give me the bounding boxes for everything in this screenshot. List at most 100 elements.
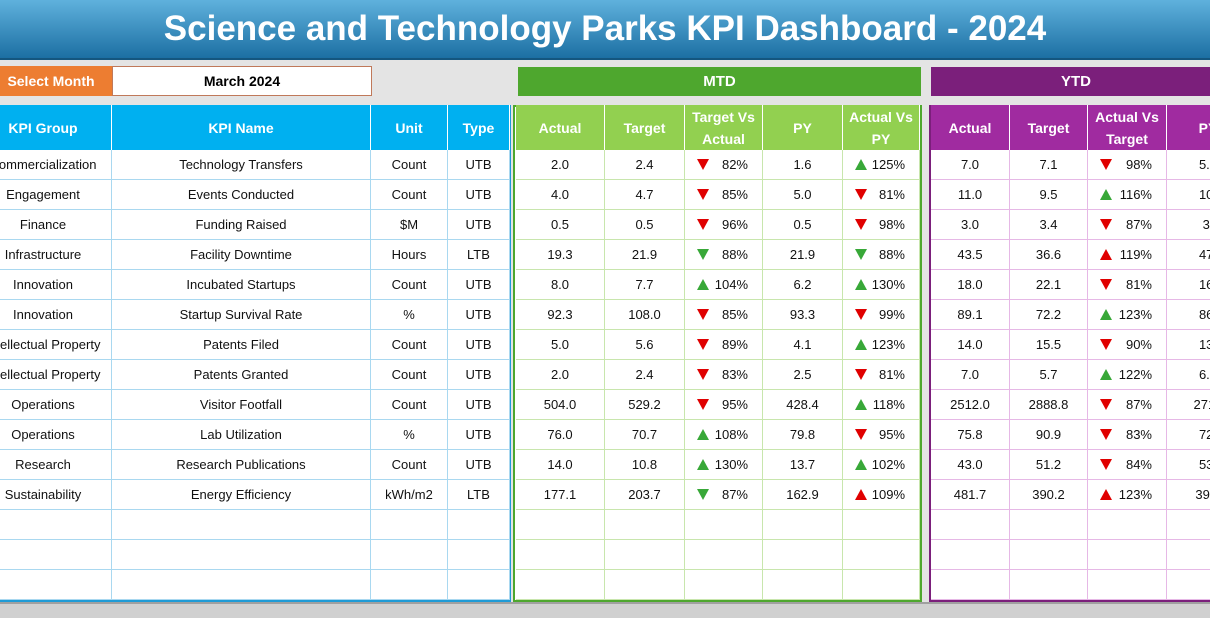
table-cell: Count bbox=[371, 450, 448, 480]
status-arrow bbox=[1100, 159, 1112, 170]
table-cell: 18.0 bbox=[931, 270, 1010, 300]
status-arrow bbox=[697, 189, 709, 200]
column-header: Actual Vs Target bbox=[1088, 105, 1167, 150]
table-cell: UTB bbox=[448, 360, 510, 390]
percent: 98% bbox=[878, 217, 905, 232]
percent: 83% bbox=[1125, 427, 1152, 442]
column-header: Actual Vs PY bbox=[843, 105, 920, 150]
table-cell: 177.1 bbox=[516, 480, 605, 510]
percent: 99% bbox=[878, 307, 905, 322]
table-cell: 5.6 bbox=[605, 330, 685, 360]
status-cell: 95% bbox=[685, 390, 763, 420]
empty-cell bbox=[763, 540, 843, 570]
empty-cell bbox=[685, 540, 763, 570]
table-cell: Count bbox=[371, 270, 448, 300]
status-arrow bbox=[1100, 219, 1112, 230]
table-cell: 504.0 bbox=[516, 390, 605, 420]
empty-cell bbox=[448, 540, 510, 570]
status-cell: 81% bbox=[1088, 270, 1167, 300]
status-cell: 123% bbox=[1088, 480, 1167, 510]
table-cell: 89.1 bbox=[931, 300, 1010, 330]
empty-cell bbox=[843, 570, 920, 600]
table-cell: 72. bbox=[1167, 420, 1210, 450]
status-cell: 88% bbox=[685, 240, 763, 270]
empty-cell bbox=[112, 570, 371, 600]
month-selector[interactable]: March 2024 bbox=[112, 66, 372, 96]
table-cell: 43.5 bbox=[931, 240, 1010, 270]
status-cell: 122% bbox=[1088, 360, 1167, 390]
table-cell: 21.9 bbox=[605, 240, 685, 270]
title: Science and Technology Parks KPI Dashboa… bbox=[0, 0, 1210, 60]
empty-cell bbox=[1010, 540, 1088, 570]
status-cell: 85% bbox=[685, 300, 763, 330]
table-cell: Sustainability bbox=[0, 480, 112, 510]
table-cell: 2512.0 bbox=[931, 390, 1010, 420]
status-arrow bbox=[855, 189, 867, 200]
mtd-banner: MTD bbox=[518, 67, 921, 96]
table-cell: Engagement bbox=[0, 180, 112, 210]
table-cell: 2.0 bbox=[516, 150, 605, 180]
table-cell: Finance bbox=[0, 210, 112, 240]
status-arrow bbox=[855, 159, 867, 170]
empty-cell bbox=[685, 570, 763, 600]
percent: 81% bbox=[878, 367, 905, 382]
status-arrow bbox=[697, 339, 709, 350]
table-cell: 6.2 bbox=[763, 270, 843, 300]
table-cell: Commercialization bbox=[0, 150, 112, 180]
status-arrow bbox=[697, 489, 709, 500]
empty-cell bbox=[448, 510, 510, 540]
status-arrow bbox=[855, 249, 867, 260]
table-cell: Funding Raised bbox=[112, 210, 371, 240]
status-cell: 81% bbox=[843, 180, 920, 210]
table-cell: 3.0 bbox=[931, 210, 1010, 240]
empty-cell bbox=[516, 540, 605, 570]
empty-cell bbox=[1167, 570, 1210, 600]
table-cell: 2.5 bbox=[763, 360, 843, 390]
column-header: PY bbox=[1167, 105, 1210, 150]
empty-cell bbox=[112, 510, 371, 540]
table-cell: 9.5 bbox=[1010, 180, 1088, 210]
table-cell: Count bbox=[371, 180, 448, 210]
footer-strip bbox=[0, 602, 1210, 618]
table-cell: 93.3 bbox=[763, 300, 843, 330]
status-arrow bbox=[855, 309, 867, 320]
empty-cell bbox=[1010, 510, 1088, 540]
empty-cell bbox=[0, 510, 112, 540]
empty-cell bbox=[1167, 510, 1210, 540]
percent: 108% bbox=[714, 427, 748, 442]
status-arrow bbox=[855, 459, 867, 470]
empty-cell bbox=[685, 510, 763, 540]
percent: 118% bbox=[872, 397, 905, 412]
status-cell: 88% bbox=[843, 240, 920, 270]
table-cell: 529.2 bbox=[605, 390, 685, 420]
status-arrow bbox=[697, 249, 709, 260]
status-arrow bbox=[697, 399, 709, 410]
empty-cell bbox=[0, 570, 112, 600]
column-header: Target bbox=[605, 105, 685, 150]
table-cell: 390. bbox=[1167, 480, 1210, 510]
table-cell: % bbox=[371, 300, 448, 330]
empty-cell bbox=[448, 570, 510, 600]
table-cell: UTB bbox=[448, 210, 510, 240]
table-cell: UTB bbox=[448, 450, 510, 480]
empty-cell bbox=[843, 510, 920, 540]
table-cell: Operations bbox=[0, 390, 112, 420]
empty-cell bbox=[1088, 570, 1167, 600]
table-cell: 19.3 bbox=[516, 240, 605, 270]
percent: 102% bbox=[871, 457, 905, 472]
empty-cell bbox=[112, 540, 371, 570]
empty-cell bbox=[931, 540, 1010, 570]
percent: 122% bbox=[1118, 367, 1152, 382]
percent: 87% bbox=[1125, 217, 1152, 232]
status-arrow bbox=[1100, 309, 1112, 320]
table-cell: Count bbox=[371, 150, 448, 180]
status-cell: 99% bbox=[843, 300, 920, 330]
status-cell: 96% bbox=[685, 210, 763, 240]
column-header: KPI Name bbox=[112, 105, 371, 150]
table-cell: 47. bbox=[1167, 240, 1210, 270]
table-cell: Research Publications bbox=[112, 450, 371, 480]
table-cell: 70.7 bbox=[605, 420, 685, 450]
table-cell: Lab Utilization bbox=[112, 420, 371, 450]
status-cell: 82% bbox=[685, 150, 763, 180]
column-header: PY bbox=[763, 105, 843, 150]
